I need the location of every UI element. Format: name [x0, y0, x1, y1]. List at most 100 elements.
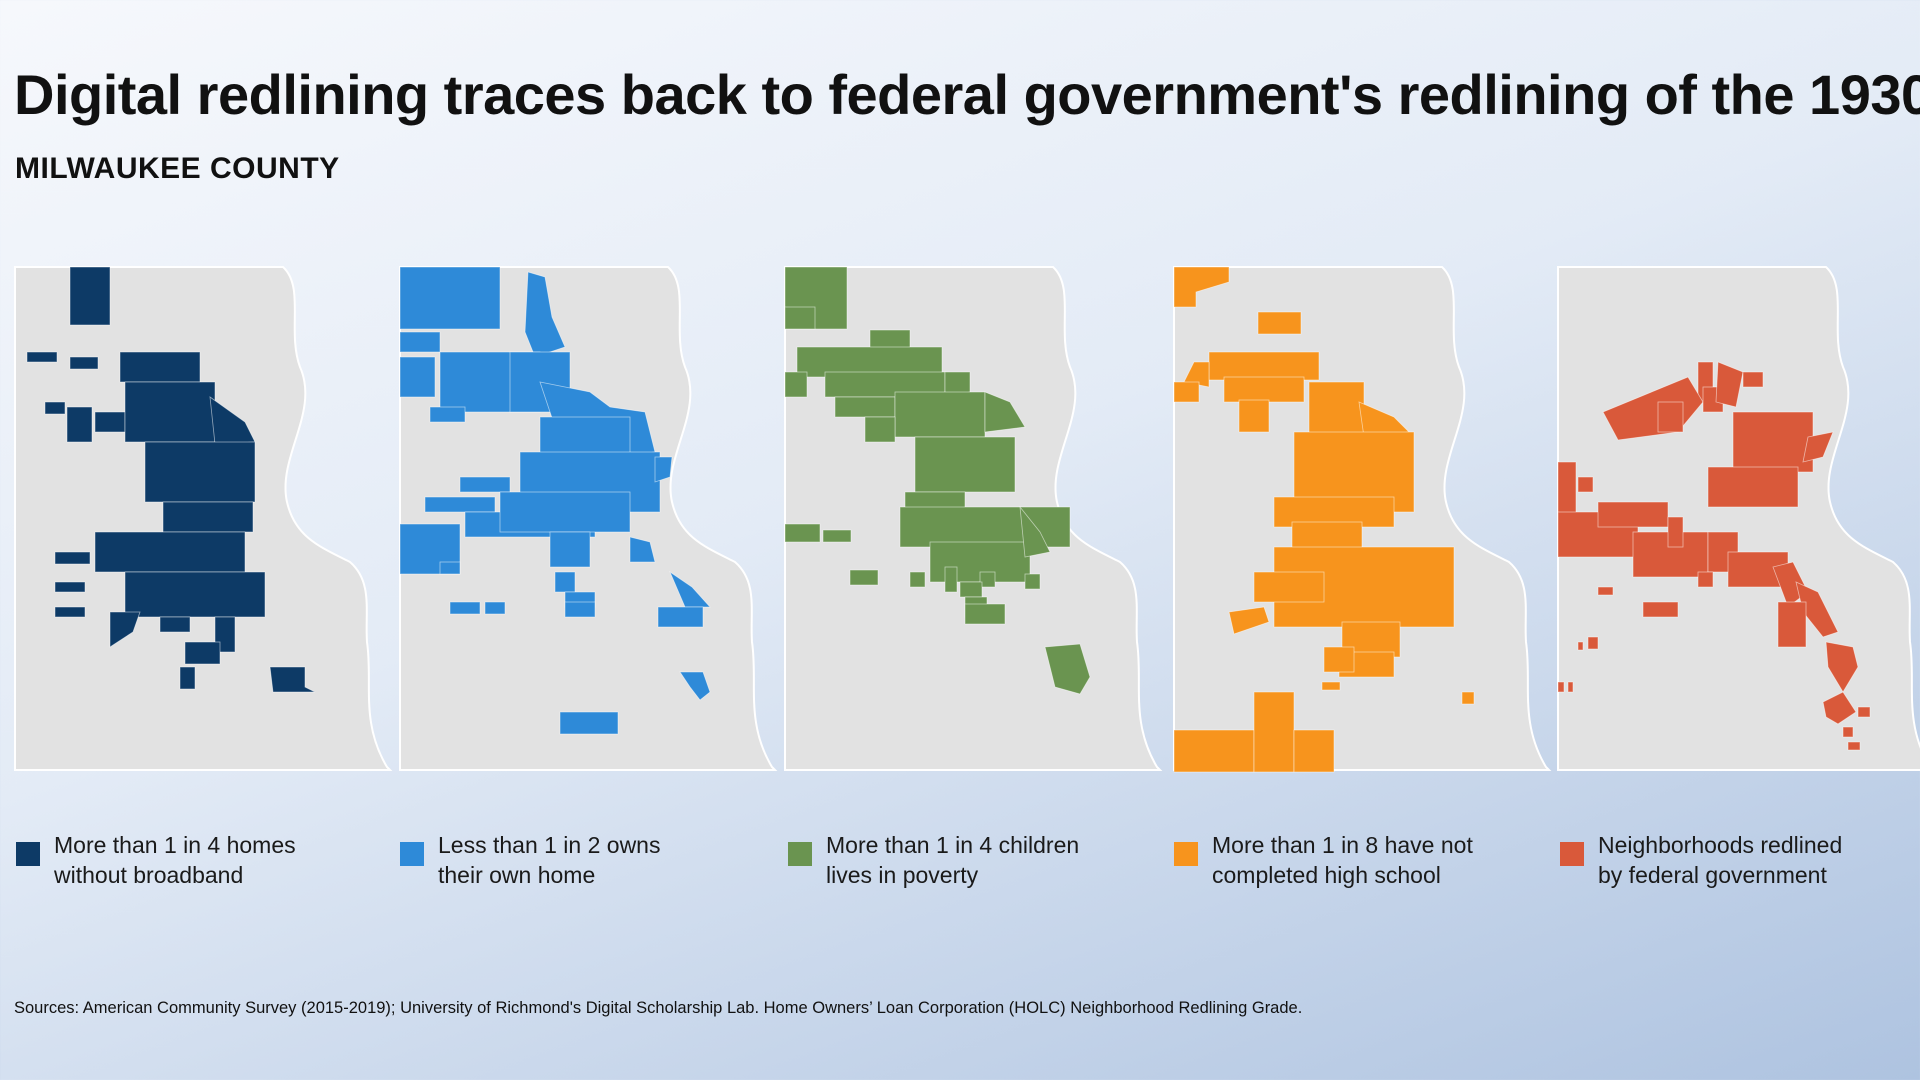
tract-child-poverty [964, 603, 1006, 625]
county-map-holc-redlined [1557, 266, 1920, 771]
tract-holc-redlined [1577, 476, 1594, 493]
map-panel-education [1173, 262, 1552, 782]
sources-note: Sources: American Community Survey (2015… [14, 999, 1303, 1017]
county-map-homeownership [399, 266, 778, 771]
tract-homeownership [549, 531, 591, 568]
tract-child-poverty [784, 306, 816, 330]
legend-swatch [16, 842, 40, 866]
tract-homeownership [669, 570, 711, 608]
tract-holc-redlined [1857, 706, 1871, 718]
tract-holc-redlined [1567, 681, 1574, 693]
county-map-broadband [14, 266, 393, 771]
tract-broadband [124, 381, 216, 443]
tracts-layer [784, 266, 1091, 695]
tract-holc-redlined [1847, 741, 1861, 751]
tract-broadband [94, 531, 246, 573]
tract-holc-redlined [1715, 361, 1744, 408]
tract-homeownership [524, 271, 566, 358]
tract-holc-redlined [1667, 516, 1684, 548]
tract-child-poverty [959, 581, 983, 598]
tract-homeownership [499, 491, 631, 533]
tract-broadband [69, 356, 99, 370]
tract-broadband [269, 666, 316, 693]
legend-swatch [1560, 842, 1584, 866]
tract-child-poverty [849, 569, 879, 586]
tract-broadband [179, 666, 196, 690]
map-panel-holc-redlined [1557, 262, 1920, 782]
tract-broadband [69, 266, 111, 326]
tract-holc-redlined [1597, 501, 1669, 528]
tract-holc-redlined [1697, 571, 1714, 588]
tract-child-poverty [864, 416, 896, 443]
tract-child-poverty [784, 371, 808, 398]
page-subtitle: MILWAUKEE COUNTY [15, 152, 340, 185]
tract-holc-redlined [1557, 681, 1565, 693]
tract-homeownership [439, 561, 461, 575]
tract-holc-redlined [1707, 466, 1799, 508]
legend-swatch [1174, 842, 1198, 866]
tract-broadband [162, 501, 254, 533]
tract-broadband [26, 351, 58, 363]
tract-broadband [184, 641, 221, 665]
tract-holc-redlined [1802, 431, 1834, 463]
tract-homeownership [429, 406, 466, 423]
tract-holc-redlined [1577, 641, 1584, 651]
tract-child-poverty [909, 571, 926, 588]
map-panel-broadband [14, 262, 393, 782]
tract-homeownership [424, 496, 496, 513]
tract-broadband [119, 351, 201, 383]
tract-child-poverty [834, 396, 896, 418]
tract-broadband [44, 401, 66, 415]
tract-broadband [66, 406, 93, 443]
tract-education [1323, 646, 1355, 673]
tract-broadband [109, 611, 141, 648]
tract-holc-redlined [1742, 371, 1764, 388]
tract-holc-redlined [1597, 586, 1614, 596]
legend-swatch [788, 842, 812, 866]
tract-education [1321, 681, 1341, 691]
tract-homeownership [399, 266, 501, 330]
tract-homeownership [559, 711, 619, 735]
tract-homeownership [459, 476, 511, 493]
tract-broadband [54, 581, 86, 593]
legend-label: More than 1 in 4 children lives in pover… [826, 832, 1080, 888]
tract-education [1173, 381, 1200, 403]
tract-child-poverty [1024, 573, 1041, 590]
tract-child-poverty [784, 523, 821, 543]
map-panel-child-poverty [784, 262, 1163, 782]
tract-homeownership [399, 356, 436, 398]
tract-education [1461, 691, 1475, 705]
tract-education [1257, 311, 1302, 335]
page-title: Digital redlining traces back to federal… [14, 63, 1920, 126]
tract-education [1183, 361, 1210, 388]
tract-holc-redlined [1822, 691, 1857, 725]
legend-swatch [400, 842, 424, 866]
tract-child-poverty [1044, 643, 1091, 695]
tracts-layer [1557, 361, 1871, 751]
map-panel-homeownership [399, 262, 778, 782]
tract-broadband [159, 616, 191, 633]
tract-education [1308, 381, 1365, 438]
tract-broadband [54, 551, 91, 565]
tract-child-poverty [984, 391, 1026, 433]
tract-homeownership [399, 331, 441, 353]
tract-broadband [144, 441, 256, 503]
tract-education [1173, 729, 1255, 773]
tract-homeownership [629, 536, 656, 563]
tract-education [1238, 399, 1270, 433]
tract-education [1173, 266, 1230, 308]
legend-label: More than 1 in 8 have not completed high… [1212, 832, 1473, 888]
tract-homeownership [657, 606, 704, 628]
tract-education [1228, 606, 1270, 635]
tract-child-poverty [979, 571, 996, 588]
legend-label: More than 1 in 4 homes without broadband [54, 832, 296, 888]
tract-homeownership [679, 671, 711, 701]
tract-homeownership [449, 601, 481, 615]
tract-holc-redlined [1732, 411, 1814, 473]
tract-child-poverty [899, 506, 1071, 548]
tract-broadband [54, 606, 86, 618]
tracts-layer [26, 266, 316, 693]
tract-education [1223, 376, 1305, 403]
tract-child-poverty [914, 436, 1016, 493]
tract-holc-redlined [1642, 601, 1679, 618]
